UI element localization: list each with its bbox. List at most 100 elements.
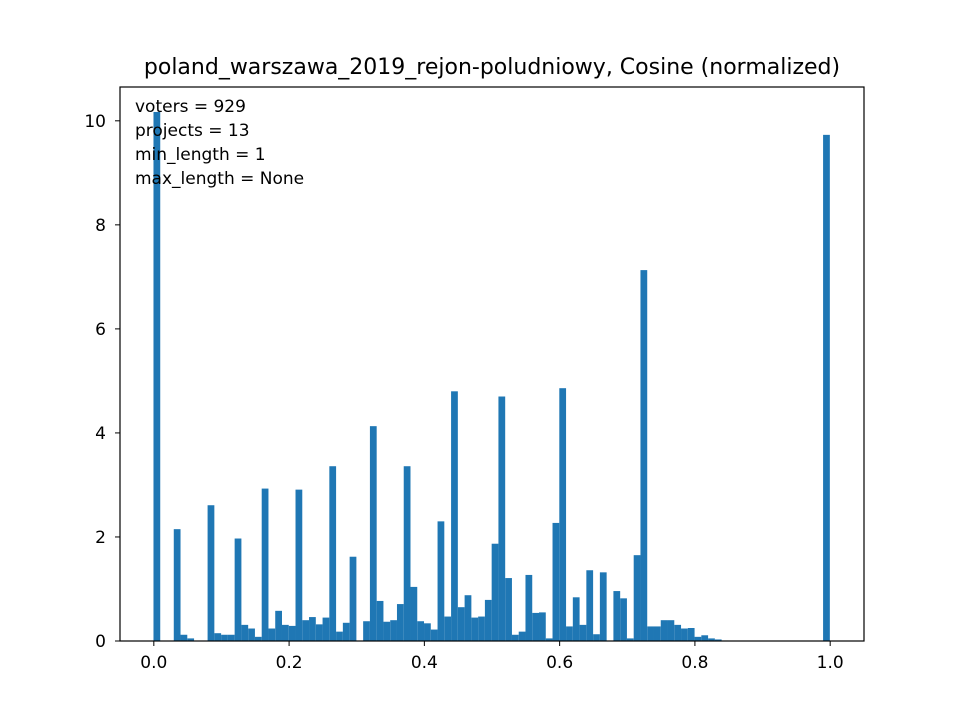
x-tick-label: 0.2 <box>276 653 303 673</box>
histogram-bar <box>559 388 567 641</box>
y-tick-label: 4 <box>95 424 106 444</box>
histogram-bar <box>823 134 830 642</box>
histogram-bar <box>660 620 668 641</box>
y-axis-ticks: 0 2 4 6 8 10 <box>84 112 120 652</box>
histogram-bar <box>315 624 323 641</box>
histogram-bar <box>539 612 546 641</box>
histogram-bar <box>552 522 560 641</box>
histogram-bar <box>248 628 255 641</box>
histogram-bar <box>309 617 316 641</box>
histogram-bar <box>329 466 337 641</box>
histogram-bar <box>221 634 228 641</box>
histogram-bar <box>505 578 512 641</box>
x-tick-label: 0.4 <box>411 653 438 673</box>
histogram-bar <box>471 617 479 641</box>
histogram-bar <box>376 600 384 641</box>
x-tick-label: 0.8 <box>681 653 708 673</box>
plot-frame <box>119 86 865 642</box>
histogram-bar <box>430 629 438 641</box>
histogram-bar <box>708 638 715 641</box>
y-tick-label: 10 <box>84 112 106 132</box>
histogram-bar <box>383 621 391 641</box>
histogram-bar <box>457 607 465 641</box>
histogram-bar <box>681 628 688 641</box>
histogram-bar <box>390 620 397 641</box>
histogram-bar <box>234 538 242 641</box>
annotation-projects: projects = 13 <box>135 121 250 141</box>
stats-annotation: voters = 929 projects = 13 min_length = … <box>135 97 304 189</box>
y-tick-label: 8 <box>95 216 106 236</box>
annotation-min-length: min_length = 1 <box>135 145 266 165</box>
histogram-bar <box>261 488 269 641</box>
histogram-bar <box>207 505 215 641</box>
histogram-bar <box>254 636 262 641</box>
histogram-bar <box>322 617 330 641</box>
histogram-bar <box>268 628 276 641</box>
y-tick-label: 6 <box>95 320 106 340</box>
histogram-bar <box>363 621 370 641</box>
histogram-bar <box>275 610 282 641</box>
histogram-bar <box>525 574 533 641</box>
bars-group <box>153 111 830 642</box>
x-tick-label: 0.0 <box>140 653 167 673</box>
x-axis-ticks: 0.0 0.2 0.4 0.6 0.8 1.0 <box>140 641 844 673</box>
histogram-bar <box>396 604 404 641</box>
histogram-bar <box>687 628 695 641</box>
histogram-bar <box>579 624 587 641</box>
histogram-bar <box>674 624 682 641</box>
histogram-bar <box>302 620 310 641</box>
histogram-bar <box>491 543 499 641</box>
annotation-max-length: max_length = None <box>135 169 304 189</box>
histogram-bar <box>586 570 594 641</box>
histogram-bar <box>626 638 634 641</box>
chart-title: poland_warszawa_2019_rejon-poludniowy, C… <box>144 55 840 80</box>
y-tick-label: 2 <box>95 528 106 548</box>
histogram-bar <box>545 638 553 641</box>
histogram-bar <box>417 621 425 641</box>
histogram-bar <box>593 634 600 641</box>
histogram-bar <box>342 622 350 641</box>
histogram-bar <box>214 633 222 641</box>
annotation-voters: voters = 929 <box>135 97 246 117</box>
histogram-bar <box>694 636 702 641</box>
histogram-bar <box>566 626 573 641</box>
histogram-bar <box>613 591 621 641</box>
histogram-bar <box>640 270 648 641</box>
histogram-bar <box>647 626 654 641</box>
histogram-bar <box>241 624 249 641</box>
histogram-bar <box>153 111 161 642</box>
histogram-bar <box>484 599 492 641</box>
histogram-bar <box>620 598 627 641</box>
histogram-bar <box>667 620 675 641</box>
histogram-bar <box>227 634 235 641</box>
histogram-bar <box>336 631 343 641</box>
histogram-bar <box>369 426 377 641</box>
histogram-bar <box>295 489 303 641</box>
histogram-bar <box>288 625 296 641</box>
histogram-bar <box>701 635 709 641</box>
histogram-bar <box>511 634 519 641</box>
histogram-bar <box>349 556 357 641</box>
histogram-bar <box>572 597 580 641</box>
histogram-bar <box>437 521 445 641</box>
histogram-bar <box>410 586 418 641</box>
histogram-bar <box>532 612 539 641</box>
histogram-bar <box>498 396 506 641</box>
histogram-bar <box>187 638 195 641</box>
histogram-bar <box>444 616 452 641</box>
histogram-bar <box>180 634 188 641</box>
x-tick-label: 1.0 <box>817 653 844 673</box>
histogram-bar <box>403 466 411 641</box>
histogram-bar <box>518 631 526 641</box>
histogram-bar <box>633 555 641 641</box>
histogram-bar <box>464 595 472 641</box>
histogram-bar <box>424 623 431 641</box>
histogram-bar <box>478 616 485 641</box>
histogram-bar <box>173 529 181 641</box>
x-tick-label: 0.6 <box>546 653 573 673</box>
histogram-bar <box>653 626 661 641</box>
y-tick-label: 0 <box>95 632 106 652</box>
histogram-bar <box>714 639 722 641</box>
histogram-bar <box>599 572 607 641</box>
